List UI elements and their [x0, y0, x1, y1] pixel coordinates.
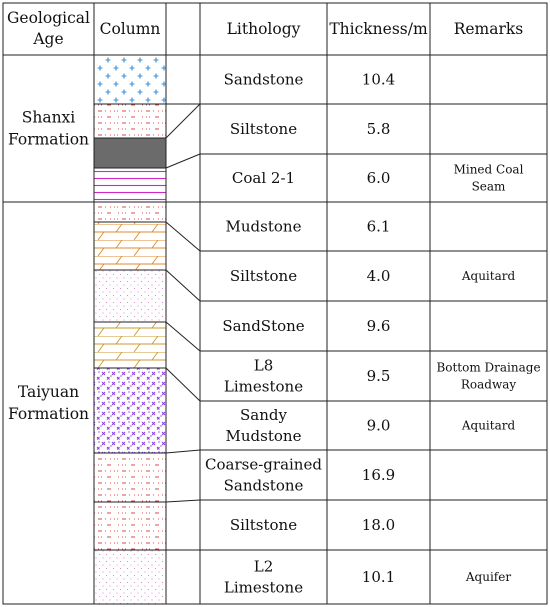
connector-line — [165, 221, 201, 252]
lithology-cell: Siltstone — [230, 267, 297, 285]
thickness-cell: 9.5 — [367, 367, 391, 385]
age-label: Formation — [8, 131, 89, 149]
connector-line — [165, 153, 201, 169]
remarks-cell: Bottom Drainage — [436, 361, 540, 375]
thickness-cell: 18.0 — [362, 516, 395, 534]
connector-line — [165, 321, 201, 352]
header-thickness: Thickness/m — [329, 20, 428, 38]
connector-line — [165, 269, 201, 302]
age-label: Shanxi — [22, 109, 76, 127]
column-layer-limestone — [94, 550, 166, 604]
column-layer-sandstone — [94, 55, 166, 104]
lithology-cell: Limestone — [224, 579, 303, 597]
column-layer-siltstone — [94, 104, 166, 138]
thickness-cell: 4.0 — [367, 267, 391, 285]
header-geological-age: Age — [32, 30, 63, 48]
thickness-cell: 9.6 — [367, 317, 391, 335]
lithology-cell: Mudstone — [226, 427, 302, 445]
connector-line — [165, 367, 201, 402]
thickness-cell: 16.9 — [362, 466, 395, 484]
lithology-cell: Coal 2-1 — [232, 169, 295, 187]
header-column: Column — [100, 20, 161, 38]
column-layer-mudstone — [94, 168, 166, 202]
lithology-cell: Sandstone — [224, 71, 304, 89]
column-layer-siltstone — [94, 202, 166, 222]
column-layer-coarse-grained-sandstone — [94, 453, 166, 502]
remarks-cell: Aquifer — [465, 570, 511, 584]
age-label: Taiyuan — [18, 383, 79, 401]
lithology-cell: SandStone — [222, 317, 304, 335]
thickness-cell: 10.4 — [362, 71, 395, 89]
column-layer-limestone — [94, 222, 166, 270]
lithology-cell: Sandstone — [224, 477, 304, 495]
remarks-cell: Aquitard — [461, 419, 516, 433]
remarks-cell: Seam — [472, 180, 506, 194]
lithology-cell: Sandy — [240, 406, 287, 424]
column-layer-limestone — [94, 322, 166, 368]
column-layer-siltstone — [94, 270, 166, 322]
thickness-cell: 5.8 — [367, 120, 391, 138]
connector-line — [165, 499, 201, 503]
thickness-cell: 10.1 — [362, 568, 395, 586]
column-layer-sandy-mudstone — [94, 368, 166, 453]
header-remarks: Remarks — [454, 20, 524, 38]
header-lithology: Lithology — [227, 20, 301, 38]
remarks-cell: Mined Coal — [454, 163, 524, 177]
column-layer-coal — [94, 138, 166, 168]
remarks-cell: Aquitard — [461, 269, 516, 283]
header-geological-age: Geological — [7, 9, 90, 27]
thickness-cell: 6.1 — [367, 218, 391, 236]
lithology-cell: Limestone — [224, 378, 303, 396]
connector-line — [165, 103, 201, 139]
remarks-cell: Roadway — [461, 378, 517, 392]
thickness-cell: 6.0 — [367, 169, 391, 187]
column-layer-siltstone — [94, 502, 166, 550]
age-label: Formation — [8, 405, 89, 423]
lithology-cell: L2 — [254, 558, 274, 576]
connector-line — [165, 449, 201, 454]
thickness-cell: 9.0 — [367, 417, 391, 435]
lithology-cell: Mudstone — [226, 218, 302, 236]
lithology-cell: Coarse-grained — [205, 456, 322, 474]
lithology-cell: Siltstone — [230, 120, 297, 138]
lithology-cell: L8 — [254, 357, 274, 375]
lithology-cell: Siltstone — [230, 516, 297, 534]
